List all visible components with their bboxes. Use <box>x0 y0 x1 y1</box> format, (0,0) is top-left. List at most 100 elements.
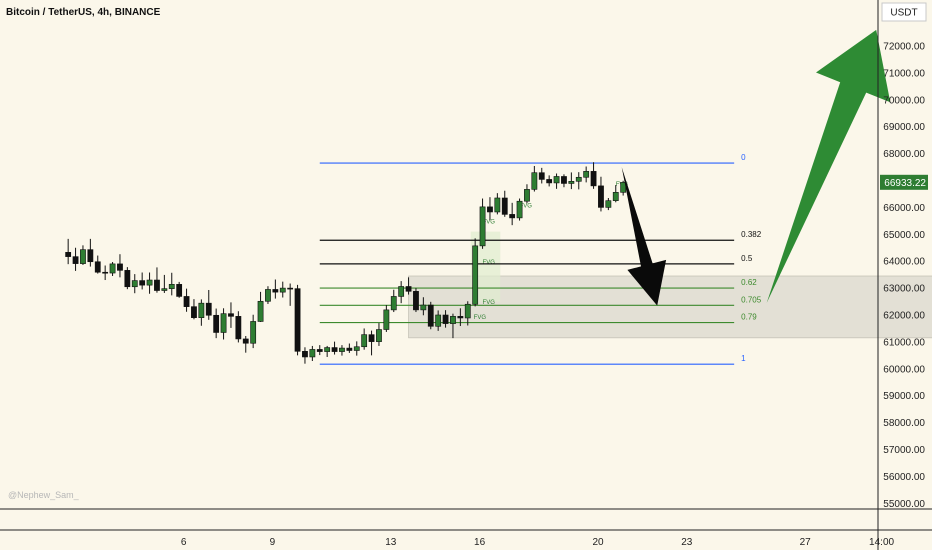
price-tick-label: 63000.00 <box>883 284 925 295</box>
current-price-label: 66933.22 <box>884 178 926 189</box>
fib-level-label: 0.5 <box>741 254 753 263</box>
price-tick-label: 62000.00 <box>883 311 925 322</box>
candle-body <box>435 314 442 327</box>
candle-body <box>346 347 353 351</box>
candle-body <box>575 176 582 182</box>
price-tick-label: 66000.00 <box>883 203 925 214</box>
candle-body <box>487 206 493 213</box>
candle-body <box>109 263 116 274</box>
candle-body <box>183 296 190 307</box>
candle-body <box>94 261 101 273</box>
time-tick-label: 14:00 <box>869 537 894 548</box>
time-tick-label: 9 <box>270 537 276 548</box>
candle-body <box>131 280 138 288</box>
fvg-label: FVG <box>483 260 496 266</box>
candle-body <box>353 346 360 351</box>
candle-body <box>65 252 72 257</box>
candle-body <box>457 316 464 319</box>
candle-body <box>383 309 390 330</box>
candle-body <box>250 321 257 344</box>
candle-body <box>546 179 553 184</box>
price-tick-label: 60000.00 <box>883 364 925 375</box>
candle-body <box>220 313 227 333</box>
candle-body <box>464 303 471 319</box>
currency-unit-box <box>881 2 927 22</box>
chart-title: Bitcoin / TetherUS, 4h, BINANCE <box>6 7 161 18</box>
fvg-label: FVG <box>520 203 533 209</box>
candle-body <box>390 296 397 311</box>
fib-level-label: 1 <box>741 354 746 363</box>
candle-body <box>117 263 123 271</box>
candle-body <box>87 249 94 263</box>
candle-body <box>139 280 146 286</box>
candle-body <box>413 291 419 311</box>
candle-body <box>509 214 516 219</box>
current-price-tag <box>880 174 928 190</box>
candle-body <box>605 200 612 208</box>
candle-body <box>161 288 168 291</box>
candle-body <box>287 287 294 290</box>
candle-body <box>176 284 183 297</box>
candle-body <box>479 206 486 247</box>
price-tick-label: 61000.00 <box>883 337 925 348</box>
candle-body <box>257 300 264 322</box>
candle-body <box>538 172 545 180</box>
candle-body <box>198 302 205 318</box>
time-tick-label: 20 <box>592 537 604 548</box>
fib-level-label: 0 <box>741 153 746 162</box>
candle-body <box>524 189 530 202</box>
fib-level-label: 0.62 <box>741 278 757 287</box>
candle-body <box>398 286 405 297</box>
candle-body <box>553 176 560 184</box>
candle-body <box>168 284 175 289</box>
candle-body <box>612 192 619 201</box>
currency-unit: USDT <box>890 8 917 19</box>
time-tick-label: 16 <box>474 537 486 548</box>
candle-body <box>242 338 249 344</box>
candle-body <box>420 304 427 311</box>
candle-body <box>331 347 338 352</box>
candle-body <box>124 270 131 288</box>
candle-body <box>583 171 590 178</box>
arrow-bearish <box>621 167 667 306</box>
fib-level-label: 0.382 <box>741 230 762 239</box>
candle-body <box>272 289 279 293</box>
arrow-bullish <box>766 29 891 303</box>
time-tick-label: 23 <box>681 537 693 548</box>
price-tick-label: 65000.00 <box>883 230 925 241</box>
candle-body <box>228 313 234 317</box>
candle-body <box>376 329 382 342</box>
price-tick-label: 58000.00 <box>883 418 925 429</box>
candle-body <box>531 172 538 190</box>
candle-body <box>472 245 479 305</box>
candle-body <box>80 249 86 264</box>
price-tick-label: 70000.00 <box>883 95 925 106</box>
candle-body <box>501 197 508 215</box>
price-tick-label: 57000.00 <box>883 445 925 456</box>
candle-body <box>324 347 331 352</box>
candle-body <box>598 185 604 208</box>
candle-body <box>302 351 308 358</box>
candle-body <box>561 176 567 184</box>
candle-body <box>450 316 456 324</box>
candle-body <box>494 197 501 213</box>
candle-body <box>309 349 316 358</box>
price-tick-label: 71000.00 <box>883 68 925 79</box>
candle-body <box>72 256 79 264</box>
price-tick-label: 68000.00 <box>883 149 925 160</box>
price-tick-label: 72000.00 <box>883 42 925 53</box>
candle-body <box>279 287 286 293</box>
candle-body <box>568 181 575 184</box>
candle-body <box>265 289 271 302</box>
candle-body <box>146 279 153 286</box>
candle-body <box>154 279 160 291</box>
fib-level-label: 0.705 <box>741 295 762 304</box>
time-tick-label: 27 <box>800 537 812 548</box>
candle-body <box>361 334 368 348</box>
fvg-label: FVG <box>483 220 496 226</box>
candle-body <box>339 347 345 352</box>
fvg-label: FVG <box>483 300 496 306</box>
